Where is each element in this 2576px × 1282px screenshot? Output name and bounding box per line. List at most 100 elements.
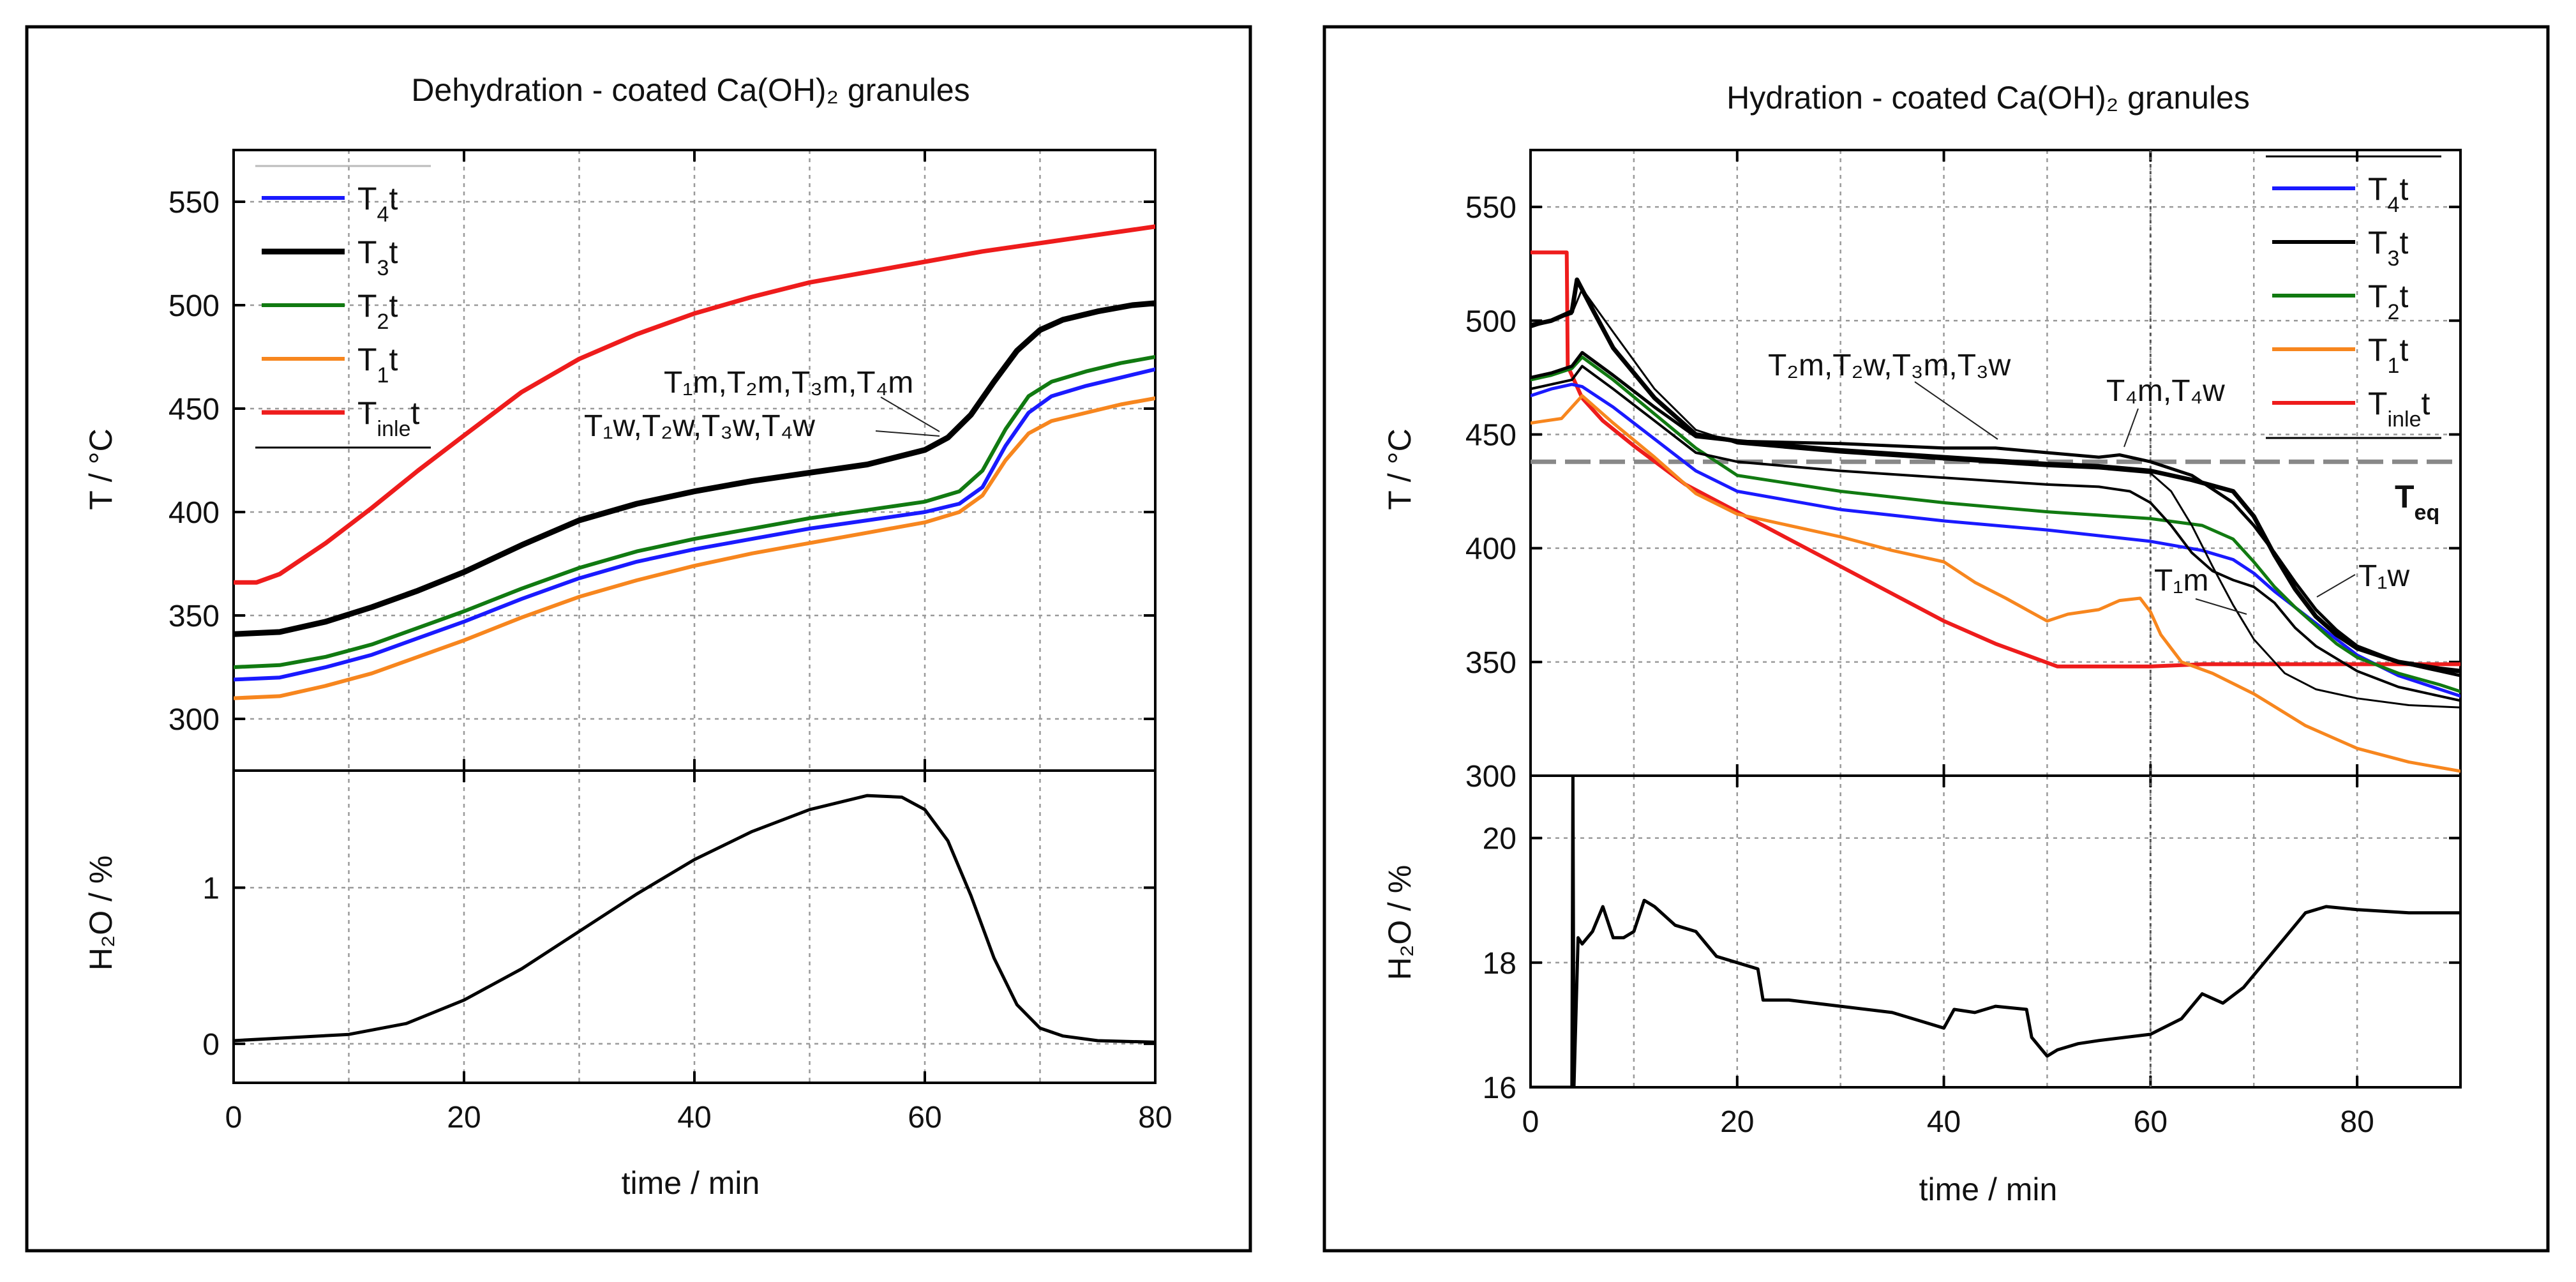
- y-tick-label: 0: [202, 1028, 220, 1062]
- annotation-middle-sensors: T₁m,T₂m,T₃m,T₄m: [664, 366, 913, 400]
- legend-suffix: t: [2399, 332, 2408, 368]
- x-tick-label: 20: [1720, 1105, 1754, 1139]
- hydration-figure: Hydration - coated Ca(OH)₂ granules 300 3…: [1322, 25, 2550, 1253]
- hydration-annotations: T₂m,T₂w,T₃m,T₃w T₄m,T₄w T₁m T₁w Teq: [1768, 349, 2439, 615]
- series-line-t-m-t-w: [1531, 351, 2460, 677]
- annotation-t4: T₄m,T₄w: [2106, 374, 2225, 408]
- y-tick-label: 300: [1465, 760, 1516, 794]
- y-tick-label: 550: [1465, 191, 1516, 225]
- hydration-legend: T4t T3t T2t T1t Tinlet: [2266, 155, 2441, 439]
- y-tick-label: 500: [168, 289, 220, 323]
- series-line-t-t: [234, 367, 1155, 682]
- series-line-t-t: [1531, 394, 2460, 773]
- legend-suffix: t: [2399, 225, 2408, 260]
- dehydration-legend: T4t T3t T2t T1t Tinlet: [255, 165, 431, 449]
- legend-label: T4t: [357, 181, 398, 227]
- series-line-tinlet: [234, 224, 1155, 585]
- y-tick-label: 350: [1465, 646, 1516, 680]
- legend-suffix: t: [2399, 171, 2408, 207]
- series-line-t-t: [1531, 355, 2460, 693]
- legend-label: T4t: [2368, 171, 2408, 217]
- legend-label: T1t: [357, 342, 398, 388]
- dehydration-y-axis-label-top: T / °C: [83, 428, 119, 509]
- x-tick-label: 80: [2340, 1105, 2374, 1139]
- dehydration-temperature-panel: 300 350 400 450 500 550: [168, 149, 1157, 772]
- legend-subscript: inle: [2388, 407, 2422, 432]
- annotation-t4-leader: [2123, 408, 2139, 448]
- hydration-y-axis-label-top: T / °C: [1382, 428, 1418, 509]
- x-tick-label: 60: [908, 1101, 941, 1135]
- annotation-t1m: T₁m: [2154, 564, 2209, 598]
- hydration-title: Hydration - coated Ca(OH)₂ granules: [1726, 80, 2250, 116]
- annotation-t1w: T₁w: [2358, 559, 2410, 593]
- series-line-t-m-t-w-t-m-t-w: [1531, 277, 2460, 674]
- legend-suffix: t: [389, 288, 398, 324]
- y-tick-label: 300: [168, 703, 220, 737]
- legend-subscript: inle: [377, 417, 411, 441]
- dehydration-frame: [25, 25, 1252, 1253]
- series-line-t-m-t-w: [1531, 365, 2460, 702]
- dehydration-water-panel: 010 20 40 60 80: [202, 769, 1172, 1135]
- y-tick-label: 1: [202, 871, 220, 905]
- hydration-y-axis-label-bottom: H₂O / %: [1382, 865, 1418, 981]
- annotation-wall-leader: [875, 430, 940, 437]
- y-tick-label: 400: [1465, 532, 1516, 566]
- legend-subscript: 3: [2388, 246, 2400, 271]
- legend-subscript: 4: [2388, 193, 2400, 217]
- axes-box-bottom: [1529, 774, 2462, 1089]
- series-line-t-t: [234, 355, 1155, 669]
- y-tick-label: 400: [168, 496, 220, 530]
- series-line-t-t: [234, 396, 1155, 700]
- legend-suffix: t: [2421, 386, 2430, 421]
- x-tick-label: 80: [1138, 1101, 1172, 1135]
- legend-suffix: t: [410, 395, 419, 431]
- legend-label: T3t: [357, 234, 398, 280]
- annotation-t2-t3: T₂m,T₂w,T₃m,T₃w: [1768, 349, 2011, 382]
- legend-label: T2t: [357, 288, 398, 334]
- legend-subscript: 2: [377, 310, 389, 334]
- x-tick-label: 40: [677, 1101, 711, 1135]
- x-tick-label: 60: [2134, 1105, 2168, 1139]
- legend-subscript: 1: [377, 363, 389, 388]
- y-tick-label: 16: [1483, 1071, 1516, 1105]
- legend-suffix: t: [389, 234, 398, 270]
- series-line-h-o: [1531, 776, 2460, 1087]
- x-tick-label: 0: [225, 1101, 243, 1135]
- x-tick-label: 0: [1522, 1105, 1539, 1139]
- dehydration-annotations: T₁m,T₂m,T₃m,T₄m T₁w,T₂w,T₃w,T₄w: [584, 366, 940, 443]
- teq-label: Teq: [2395, 479, 2439, 525]
- legend-subscript: 3: [377, 256, 389, 280]
- y-tick-label: 450: [168, 393, 220, 426]
- x-tick-label: 40: [1927, 1105, 1961, 1139]
- series-line-t-t: [1531, 287, 2460, 709]
- annotation-t2-t3-leader: [1914, 381, 1998, 440]
- legend-label: Tinlet: [2368, 386, 2430, 432]
- legend-subscript: 4: [377, 202, 389, 227]
- dehydration-title: Dehydration - coated Ca(OH)₂ granules: [411, 72, 970, 108]
- y-tick-label: 18: [1483, 947, 1516, 981]
- annotation-wall-sensors: T₁w,T₂w,T₃w,T₄w: [584, 409, 815, 443]
- annotation-t1m-leader: [2195, 598, 2247, 615]
- annotation-t1w-leader: [2316, 574, 2356, 598]
- legend-label: T3t: [2368, 225, 2408, 271]
- series-line-t-t: [1531, 382, 2460, 698]
- hydration-x-axis-label: time / min: [1919, 1172, 2058, 1207]
- legend-suffix: t: [2399, 278, 2408, 314]
- annotation-middle-leader: [880, 396, 940, 432]
- axes-box-bottom: [232, 769, 1157, 1084]
- dehydration-y-axis-label-bottom: H₂O / %: [83, 856, 119, 971]
- series-line-h-o: [234, 794, 1155, 1044]
- legend-label: Tinlet: [357, 395, 419, 441]
- teq-subscript: eq: [2415, 501, 2440, 525]
- legend-label: T1t: [2368, 332, 2408, 378]
- y-tick-label: 450: [1465, 418, 1516, 452]
- dehydration-x-axis-label: time / min: [622, 1165, 760, 1201]
- y-tick-label: 20: [1483, 822, 1516, 856]
- x-tick-label: 20: [447, 1101, 481, 1135]
- hydration-water-panel: 16 18 20 0 20 40 60 80: [1483, 774, 2462, 1139]
- y-tick-label: 350: [168, 600, 220, 633]
- dehydration-figure: Dehydration - coated Ca(OH)₂ granules 30…: [25, 25, 1252, 1253]
- legend-suffix: t: [389, 181, 398, 216]
- series-line-t-t: [234, 300, 1155, 637]
